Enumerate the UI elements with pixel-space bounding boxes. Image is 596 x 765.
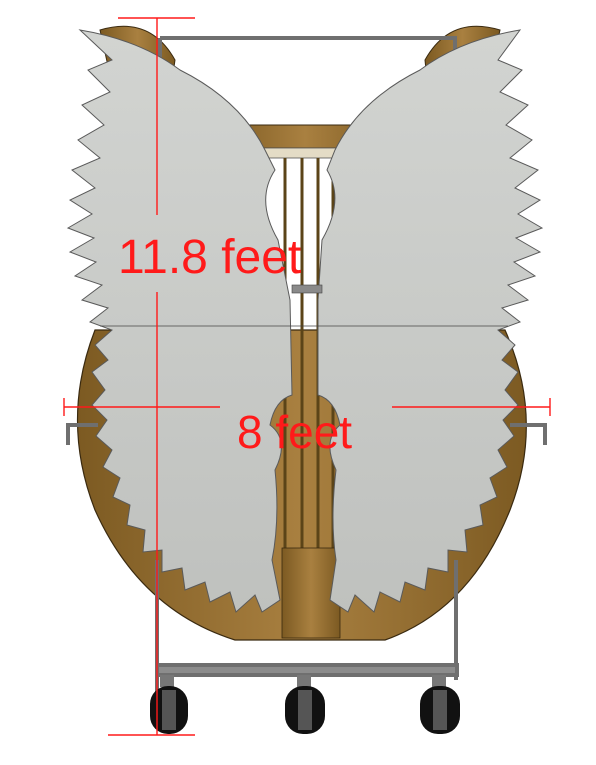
left-handle bbox=[66, 423, 98, 445]
wheel-left bbox=[150, 675, 188, 734]
wheel-right bbox=[420, 675, 460, 734]
right-wing bbox=[317, 29, 544, 613]
height-dimension bbox=[108, 17, 195, 736]
width-dimension bbox=[63, 398, 551, 416]
width-label: 8 feet bbox=[237, 406, 352, 458]
middle-bracket bbox=[291, 284, 323, 294]
left-wing bbox=[66, 29, 293, 613]
height-label: 11.8 feet bbox=[118, 231, 301, 284]
right-handle bbox=[510, 423, 547, 445]
wheel-center bbox=[285, 675, 325, 734]
